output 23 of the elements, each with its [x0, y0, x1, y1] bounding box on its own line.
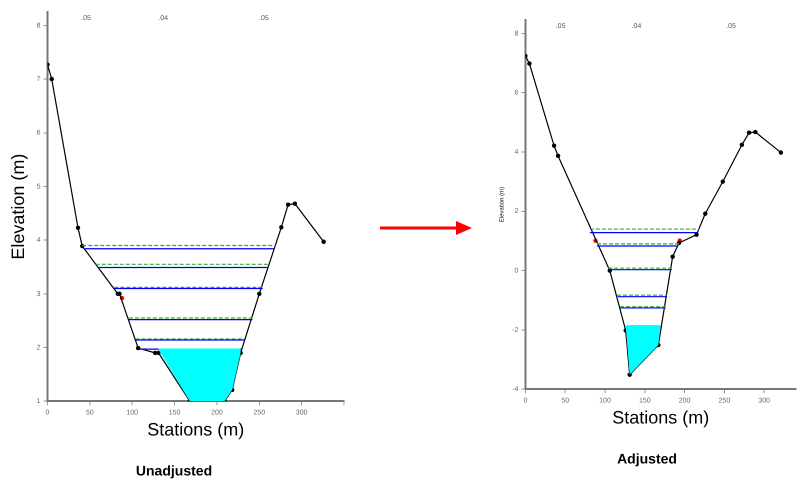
x-axis-title: Stations (m): [612, 407, 710, 428]
point: [753, 130, 758, 134]
text: Adjusted: [617, 450, 677, 466]
point: [286, 202, 290, 207]
y-axis-title: Elevation (m): [8, 154, 28, 260]
point: [279, 225, 284, 230]
point: [257, 292, 262, 296]
point: [740, 142, 744, 148]
point: [670, 254, 675, 259]
point: [778, 150, 784, 155]
point: [746, 130, 752, 135]
point: [703, 211, 708, 216]
point: [76, 226, 80, 230]
point: [552, 144, 556, 148]
point: [694, 232, 699, 237]
point: [321, 240, 326, 244]
x-axis-title: Stations (m): [147, 419, 244, 440]
point: [556, 154, 560, 158]
point: [292, 201, 298, 206]
point: [720, 179, 725, 184]
point: [527, 61, 532, 66]
text: Unadjusted: [136, 462, 212, 478]
point: [50, 76, 54, 82]
